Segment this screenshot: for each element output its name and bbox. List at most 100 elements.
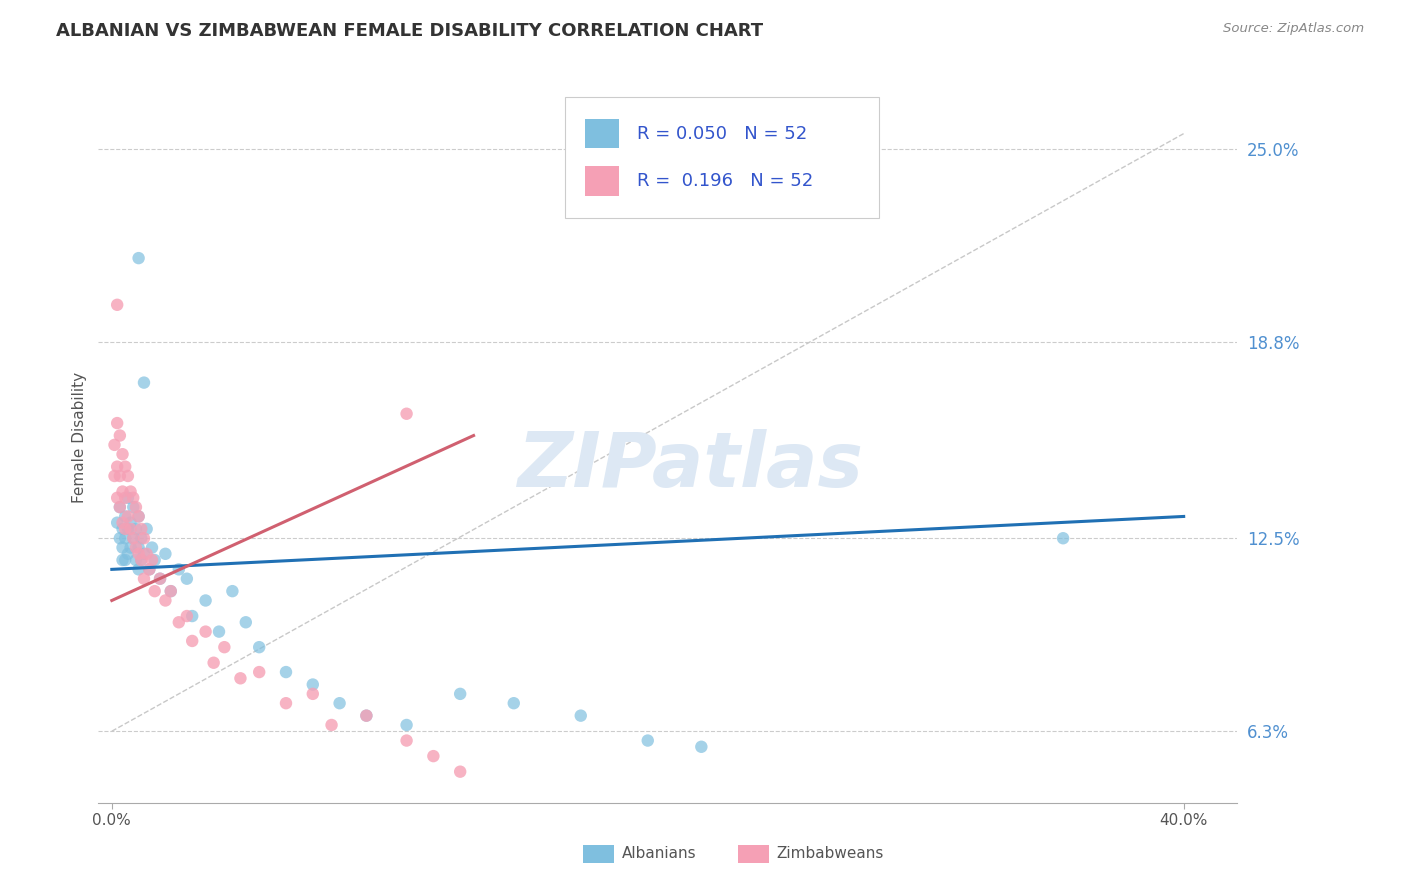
Point: [235, 615, 257, 630]
Point: [122, 500, 145, 515]
Point: [449, 687, 471, 701]
Point: [301, 687, 323, 701]
Point: [395, 407, 418, 421]
Point: [155, 547, 177, 561]
Point: [690, 739, 713, 754]
Point: [111, 541, 134, 555]
Point: [321, 718, 343, 732]
Point: [329, 696, 352, 710]
Point: [105, 516, 128, 530]
Point: [132, 376, 155, 390]
Point: [274, 696, 297, 710]
Point: [449, 764, 471, 779]
Point: [103, 469, 125, 483]
Point: [114, 509, 136, 524]
Point: [120, 541, 142, 555]
Point: [167, 562, 190, 576]
Point: [395, 718, 418, 732]
Point: [128, 509, 150, 524]
Point: [167, 615, 190, 630]
Point: [502, 696, 524, 710]
Point: [1052, 531, 1074, 545]
Point: [111, 447, 134, 461]
Point: [141, 553, 163, 567]
Point: [132, 572, 155, 586]
Point: [129, 531, 152, 545]
Point: [122, 531, 145, 545]
FancyBboxPatch shape: [565, 97, 879, 218]
Point: [108, 531, 131, 545]
Point: [422, 749, 444, 764]
Text: Albanians: Albanians: [621, 847, 696, 861]
Point: [128, 547, 150, 561]
Point: [108, 500, 131, 515]
Point: [159, 584, 181, 599]
Point: [129, 522, 152, 536]
Point: [301, 677, 323, 691]
Point: [125, 553, 148, 567]
Y-axis label: Female Disability: Female Disability: [72, 371, 87, 503]
Point: [114, 522, 136, 536]
Point: [111, 516, 134, 530]
Point: [128, 509, 150, 524]
FancyBboxPatch shape: [585, 119, 619, 148]
Point: [108, 469, 131, 483]
Point: [108, 428, 131, 442]
Point: [114, 491, 136, 505]
Point: [155, 593, 177, 607]
Point: [129, 553, 152, 567]
Point: [111, 484, 134, 499]
Point: [176, 572, 198, 586]
Point: [120, 522, 142, 536]
Point: [125, 522, 148, 536]
Point: [356, 708, 378, 723]
Point: [117, 491, 139, 505]
Text: ALBANIAN VS ZIMBABWEAN FEMALE DISABILITY CORRELATION CHART: ALBANIAN VS ZIMBABWEAN FEMALE DISABILITY…: [56, 22, 763, 40]
Point: [128, 541, 150, 555]
FancyBboxPatch shape: [585, 167, 619, 195]
Point: [247, 640, 270, 655]
Point: [143, 584, 166, 599]
Text: R =  0.196   N = 52: R = 0.196 N = 52: [637, 172, 813, 190]
Point: [111, 553, 134, 567]
Text: Source: ZipAtlas.com: Source: ZipAtlas.com: [1223, 22, 1364, 36]
Point: [132, 547, 155, 561]
Point: [229, 671, 252, 685]
Point: [221, 584, 243, 599]
Point: [105, 491, 128, 505]
Point: [274, 665, 297, 679]
Point: [108, 500, 131, 515]
Point: [114, 459, 136, 474]
Point: [132, 531, 155, 545]
Point: [569, 708, 592, 723]
Point: [202, 656, 225, 670]
Point: [111, 522, 134, 536]
Point: [395, 733, 418, 747]
Point: [135, 522, 157, 536]
Text: ZIPatlas: ZIPatlas: [517, 429, 863, 503]
Point: [125, 500, 148, 515]
Point: [122, 491, 145, 505]
Point: [117, 509, 139, 524]
Point: [105, 459, 128, 474]
Point: [117, 469, 139, 483]
Point: [149, 572, 172, 586]
Point: [176, 609, 198, 624]
Point: [149, 572, 172, 586]
Point: [247, 665, 270, 679]
Point: [122, 531, 145, 545]
Point: [181, 609, 204, 624]
Point: [114, 553, 136, 567]
Point: [141, 541, 163, 555]
Point: [138, 562, 160, 576]
Point: [129, 553, 152, 567]
Point: [138, 562, 160, 576]
Point: [135, 547, 157, 561]
Point: [120, 484, 142, 499]
Point: [120, 516, 142, 530]
Point: [117, 547, 139, 561]
Text: Zimbabweans: Zimbabweans: [776, 847, 883, 861]
Point: [214, 640, 236, 655]
Point: [128, 251, 150, 265]
Point: [356, 708, 378, 723]
